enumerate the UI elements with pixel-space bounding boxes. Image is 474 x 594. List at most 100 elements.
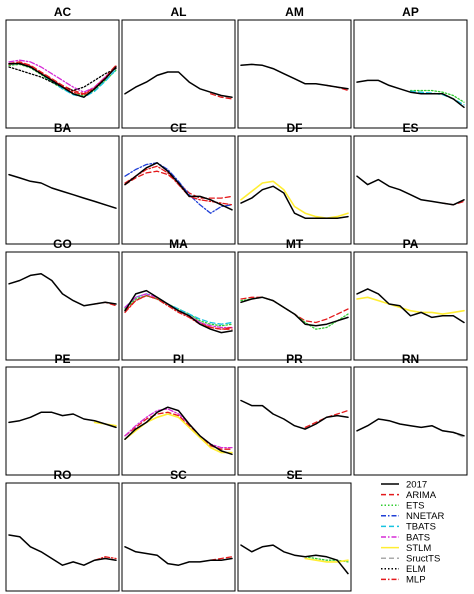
series-line-ets bbox=[409, 89, 465, 103]
series-line-arima bbox=[209, 93, 233, 100]
panel-frame bbox=[353, 366, 468, 476]
series-line-2017 bbox=[356, 175, 465, 206]
panel-title: BA bbox=[54, 121, 72, 135]
panel-title: AC bbox=[54, 5, 72, 19]
legend-label: ELM bbox=[406, 564, 426, 575]
legend-item-ets: ETS bbox=[381, 501, 424, 512]
series-line-2017 bbox=[240, 544, 349, 575]
panel-pi: PI bbox=[121, 352, 236, 476]
panel-frame bbox=[237, 366, 352, 476]
panel-frame bbox=[121, 251, 236, 361]
legend-item-2017: 2017 bbox=[381, 479, 427, 490]
panel-frame bbox=[5, 482, 120, 592]
series-line-bats bbox=[8, 59, 117, 93]
panel-frame bbox=[237, 19, 352, 129]
panel-ro: RO bbox=[5, 468, 120, 592]
legend-item-stlm: STLM bbox=[381, 543, 431, 554]
legend-item-sructts: SructTS bbox=[381, 554, 440, 565]
panel-title: DF bbox=[287, 121, 303, 135]
panel-sc: SC bbox=[121, 468, 236, 592]
panel-title: PR bbox=[286, 352, 303, 366]
legend-label: ARIMA bbox=[406, 490, 437, 501]
series-line-2017 bbox=[356, 288, 465, 324]
panel-grid: AC AL AM AP BA CE DF ES GO MA MT PA PE PI PR RN RO SC SE bbox=[5, 5, 468, 592]
panel-title: AM bbox=[285, 5, 304, 19]
panel-title: GO bbox=[53, 237, 72, 251]
panel-frame bbox=[237, 135, 352, 245]
series-line-2017 bbox=[240, 185, 349, 219]
series-line-2017 bbox=[356, 79, 465, 109]
series-line-2017 bbox=[240, 296, 349, 327]
legend-item-bats: BATS bbox=[381, 532, 430, 543]
series-line-bats bbox=[124, 408, 233, 449]
panel-frame bbox=[5, 251, 120, 361]
panel-frame bbox=[121, 366, 236, 476]
panel-frame bbox=[237, 482, 352, 592]
legend-item-tbats: TBATS bbox=[381, 522, 436, 533]
legend-label: 2017 bbox=[406, 479, 427, 490]
legend-label: TBATS bbox=[406, 522, 436, 533]
series-line-2017 bbox=[124, 546, 233, 566]
panel-title: SC bbox=[170, 468, 187, 482]
panel-frame bbox=[5, 135, 120, 245]
panel-am: AM bbox=[237, 5, 352, 129]
series-line-2017 bbox=[124, 406, 233, 456]
panel-ce: CE bbox=[121, 121, 236, 245]
series-line-2017 bbox=[8, 411, 117, 429]
series-line-2017 bbox=[8, 173, 117, 209]
legend-item-mlp: MLP bbox=[381, 575, 426, 586]
series-line-2017 bbox=[124, 289, 233, 334]
panel-ba: BA bbox=[5, 121, 120, 245]
legend-label: STLM bbox=[406, 543, 431, 554]
panel-title: PE bbox=[54, 352, 70, 366]
legend-label: SructTS bbox=[406, 554, 440, 565]
legend-label: NNETAR bbox=[406, 511, 444, 522]
legend-item-arima: ARIMA bbox=[381, 490, 437, 501]
panel-title: AP bbox=[402, 5, 419, 19]
panel-es: ES bbox=[353, 121, 468, 245]
panel-pe: PE bbox=[5, 352, 120, 476]
panel-frame bbox=[121, 135, 236, 245]
panel-title: MT bbox=[286, 237, 304, 251]
legend: 2017ARIMAETSNNETARTBATSBATSSTLMSructTSEL… bbox=[381, 479, 444, 586]
panel-title: PA bbox=[403, 237, 419, 251]
series-line-tbats bbox=[124, 293, 233, 325]
panel-se: SE bbox=[237, 468, 352, 592]
panel-title: RO bbox=[54, 468, 72, 482]
panel-ap: AP bbox=[353, 5, 468, 129]
panel-frame bbox=[353, 19, 468, 129]
legend-item-elm: ELM bbox=[381, 564, 426, 575]
panel-rn: RN bbox=[353, 352, 468, 476]
panel-go: GO bbox=[5, 237, 120, 361]
panel-ac: AC bbox=[5, 5, 120, 129]
panel-mt: MT bbox=[237, 237, 352, 361]
series-line-2017 bbox=[356, 418, 465, 437]
panel-title: PI bbox=[173, 352, 184, 366]
panel-title: RN bbox=[402, 352, 419, 366]
series-line-2017 bbox=[240, 399, 349, 430]
series-line-nnetar bbox=[124, 162, 233, 214]
panel-frame bbox=[121, 482, 236, 592]
series-line-stlm bbox=[304, 557, 349, 563]
series-line-2017 bbox=[124, 71, 233, 98]
legend-label: MLP bbox=[406, 575, 426, 586]
panel-title: SE bbox=[286, 468, 302, 482]
panel-frame bbox=[237, 251, 352, 361]
series-line-2017 bbox=[8, 62, 117, 98]
panel-frame bbox=[5, 366, 120, 476]
panel-pr: PR bbox=[237, 352, 352, 476]
series-line-2017 bbox=[8, 534, 117, 566]
panel-al: AL bbox=[121, 5, 236, 129]
panel-frame bbox=[121, 19, 236, 129]
series-line-2017 bbox=[124, 162, 233, 211]
panel-frame bbox=[353, 251, 468, 361]
panel-df: DF bbox=[237, 121, 352, 245]
panel-title: AL bbox=[171, 5, 187, 19]
legend-item-nnetar: NNETAR bbox=[381, 511, 444, 522]
panel-pa: PA bbox=[353, 237, 468, 361]
series-line-mlp bbox=[124, 294, 233, 330]
legend-label: ETS bbox=[406, 501, 424, 512]
panel-frame bbox=[5, 19, 120, 129]
series-line-2017 bbox=[8, 273, 117, 307]
